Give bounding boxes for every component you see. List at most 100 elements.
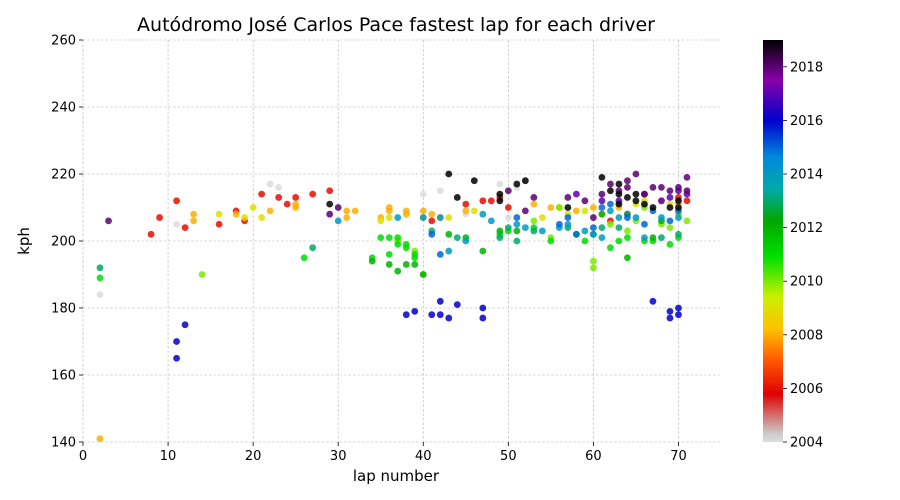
lap-point [266, 207, 274, 215]
lap-point [479, 210, 487, 218]
lap-point [590, 214, 597, 221]
lap-point [572, 230, 580, 238]
lap-point [615, 224, 623, 232]
lap-point [675, 184, 682, 191]
lap-point [283, 200, 291, 208]
x-tick-label: 10 [160, 449, 177, 464]
lap-point [590, 264, 597, 272]
lap-point [632, 190, 640, 198]
x-tick-label: 50 [500, 449, 517, 464]
lap-point [615, 214, 623, 221]
lap-point [607, 220, 614, 228]
lap-point [215, 210, 223, 218]
lap-point [666, 307, 674, 315]
lap-point [445, 214, 453, 221]
lap-point [598, 173, 606, 181]
lap-point [615, 200, 623, 208]
lap-point [581, 227, 589, 235]
lap-point [675, 304, 682, 312]
lap-point [530, 200, 538, 208]
lap-point [198, 271, 206, 278]
lap-point [436, 187, 444, 195]
lap-point [530, 194, 538, 201]
lap-point [513, 220, 521, 228]
lap-point [572, 190, 580, 198]
lap-point [173, 354, 180, 362]
lap-point [309, 244, 317, 252]
colorbar-tick-label: 2014 [790, 168, 823, 183]
lap-point [351, 207, 359, 215]
lap-point [462, 207, 470, 215]
lap-point [590, 224, 597, 232]
lap-point [190, 217, 197, 225]
lap-point [445, 314, 453, 322]
lap-point [624, 214, 631, 221]
lap-point [258, 190, 266, 198]
lap-point [326, 187, 334, 195]
lap-point [555, 220, 563, 228]
lap-point [607, 187, 614, 195]
lap-point [275, 184, 283, 191]
lap-point [411, 307, 419, 315]
lap-point [385, 251, 393, 258]
lap-point [683, 187, 691, 195]
x-tick-label: 30 [330, 449, 347, 464]
lap-point [445, 170, 453, 178]
lap-point [394, 234, 402, 242]
lap-point [419, 214, 427, 221]
lap-point [453, 301, 461, 309]
lap-point [547, 204, 555, 211]
lap-point [326, 200, 334, 208]
lap-point [428, 210, 436, 218]
lap-point [385, 207, 393, 215]
lap-point [309, 190, 317, 198]
lap-point [411, 254, 419, 262]
lap-point [607, 180, 614, 188]
lap-point [590, 204, 597, 211]
lap-point [658, 197, 665, 205]
lap-point [419, 190, 427, 198]
lap-point [445, 247, 453, 255]
colorbar-tick-label: 2016 [790, 114, 823, 129]
lap-point [564, 214, 572, 221]
lap-point [428, 230, 436, 238]
chart-title: Autódromo José Carlos Pace fastest lap f… [137, 14, 655, 36]
lap-point [402, 311, 410, 319]
lap-point [419, 271, 427, 278]
lap-point [513, 214, 521, 221]
lap-point [394, 240, 402, 248]
lap-point [624, 177, 631, 185]
x-axis-label: lap number [353, 467, 440, 485]
lap-point [334, 204, 342, 211]
lap-point [479, 304, 487, 312]
lap-point [504, 224, 512, 232]
lap-point [402, 261, 410, 268]
lap-point [598, 234, 606, 242]
lap-point [96, 435, 104, 443]
colorbar-gradient [763, 40, 783, 442]
x-tick-label: 20 [245, 449, 262, 464]
axes: 0 10 20 30 40 50 60 70 140 160 180 200 220 240 260 [51, 34, 687, 465]
lap-point [249, 204, 257, 211]
lap-point [504, 204, 512, 211]
colorbar-tick-label: 2010 [790, 275, 823, 290]
lap-point [496, 227, 504, 235]
colorbar-tick-label: 2008 [790, 328, 823, 343]
lap-point [649, 297, 657, 305]
lap-point [675, 204, 682, 211]
colorbar: 2004 2006 2008 2010 2012 2014 2016 2018 [763, 40, 823, 451]
lap-point [615, 190, 623, 198]
lap-point [385, 214, 393, 221]
lap-point [675, 197, 682, 205]
lap-point [292, 200, 300, 208]
y-tick-label: 160 [51, 369, 76, 384]
data-points [96, 170, 691, 443]
lap-point [641, 190, 648, 198]
lap-point [624, 234, 631, 242]
x-tick-label: 70 [670, 449, 687, 464]
lap-point [377, 234, 385, 242]
lap-point [649, 234, 657, 242]
lap-point [428, 311, 436, 319]
lap-point [666, 204, 674, 211]
